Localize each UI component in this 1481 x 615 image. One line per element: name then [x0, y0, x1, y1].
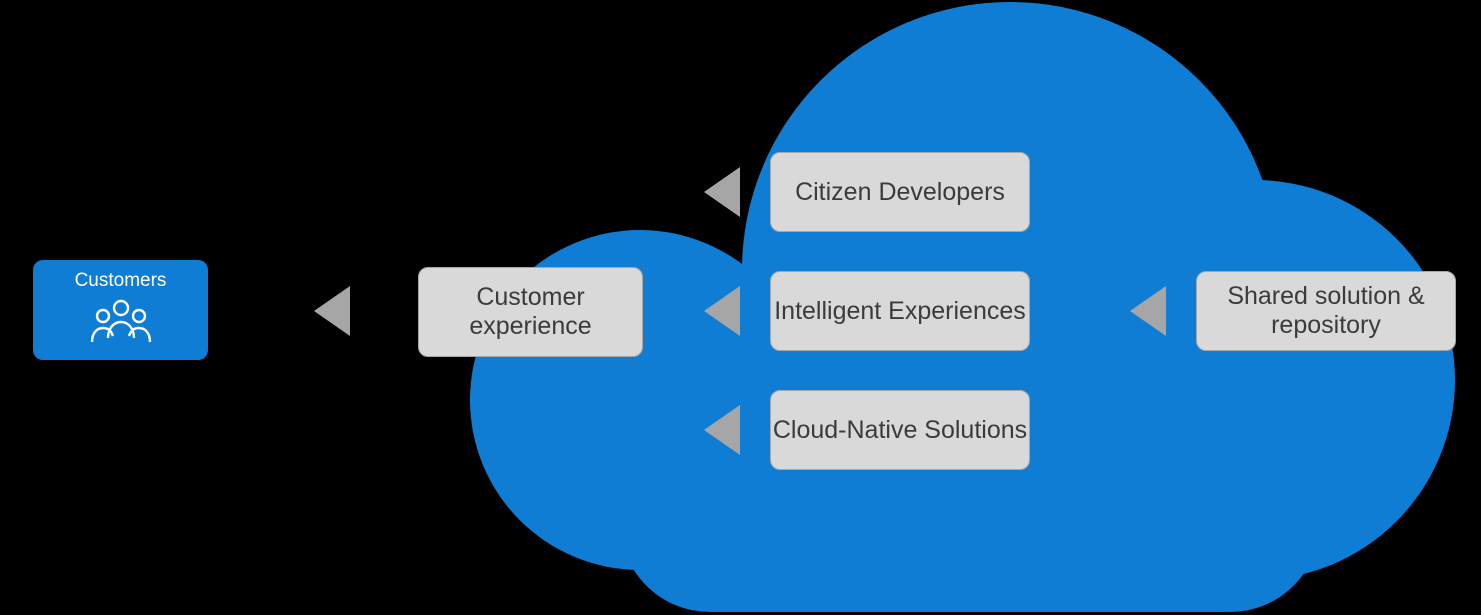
citizen-developers-node: Citizen Developers [770, 152, 1030, 232]
arrow-col-mid [704, 286, 740, 336]
arrow-from-repo [1130, 286, 1166, 336]
intelligent-experiences-node: Intelligent Experiences [770, 271, 1030, 351]
customers-label: Customers [33, 270, 208, 292]
citizen-developers-label: Citizen Developers [795, 178, 1005, 207]
diagram-stage: Customers Customer experience Citizen De… [0, 0, 1481, 615]
arrow-to-customers [314, 286, 350, 336]
people-icon [86, 296, 156, 346]
shared-repo-label: Shared solution & repository [1197, 282, 1455, 340]
cloud-native-label: Cloud-Native Solutions [773, 416, 1027, 445]
customer-experience-label: Customer experience [419, 283, 642, 341]
customers-node: Customers [33, 260, 208, 360]
arrow-col-bot [704, 405, 740, 455]
shared-repo-node: Shared solution & repository [1196, 271, 1456, 351]
arrow-col-top [704, 167, 740, 217]
intelligent-experiences-label: Intelligent Experiences [774, 297, 1026, 326]
customer-experience-node: Customer experience [418, 267, 643, 357]
cloud-native-node: Cloud-Native Solutions [770, 390, 1030, 470]
